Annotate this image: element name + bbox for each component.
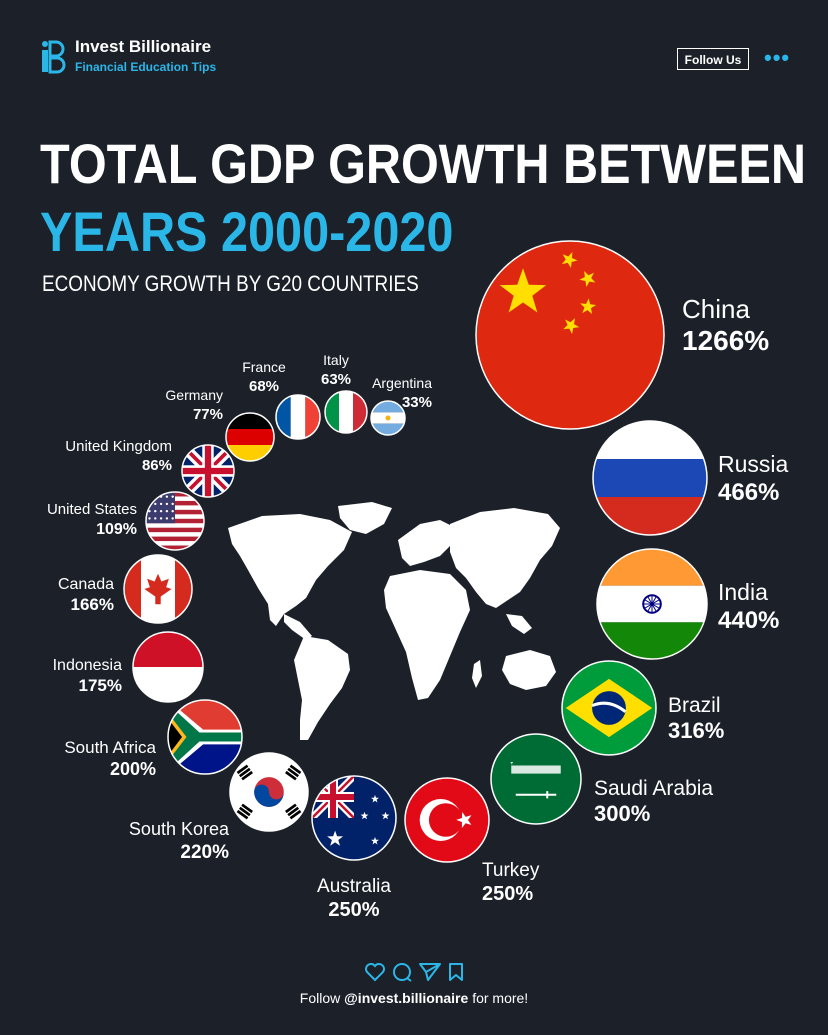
bubble-outline-india	[596, 548, 708, 660]
bubble-outline-argentina	[370, 400, 406, 436]
bubble-outline-italy	[324, 390, 368, 434]
title-line-1: TOTAL GDP GROWTH BETWEEN	[40, 132, 807, 195]
footer-follow-suffix: for more!	[472, 990, 529, 1006]
country-label-germany: Germany	[165, 387, 223, 403]
bubble-outline-russia	[592, 420, 708, 536]
country-label-saudi-arabia: Saudi Arabia	[594, 777, 713, 800]
social-icons	[365, 963, 463, 982]
bubble-outline-south-africa	[167, 699, 243, 775]
comment-icon[interactable]	[393, 963, 412, 982]
country-label-south-korea: South Korea	[129, 819, 230, 839]
bubble-outline-saudi-arabia	[490, 733, 582, 825]
bubble-brazil	[562, 661, 656, 755]
country-label-italy: Italy	[323, 352, 349, 368]
brand-name: Invest Billionaire	[75, 37, 212, 56]
bubble-outline-germany	[225, 412, 275, 462]
more-dots-icon[interactable]: •••	[764, 45, 791, 70]
value-label-canada: 166%	[71, 595, 114, 614]
value-label-india: 440%	[718, 607, 779, 634]
country-label-france: France	[242, 359, 286, 375]
bubble-outline-united-kingdom	[181, 444, 235, 498]
value-label-italy: 63%	[321, 371, 351, 388]
value-label-russia: 466%	[718, 479, 779, 506]
bubble-outline-united-states	[145, 491, 205, 551]
bubble-south-korea	[230, 753, 308, 831]
bubble-china	[476, 241, 664, 429]
value-label-saudi-arabia: 300%	[594, 801, 650, 826]
bubble-outline-brazil	[561, 660, 657, 756]
country-label-canada: Canada	[58, 576, 114, 593]
value-label-south-africa: 200%	[110, 759, 156, 779]
footer-follow-prefix: Follow	[299, 990, 341, 1006]
bubble-outline-turkey	[404, 777, 490, 863]
bubble-outline-france	[275, 394, 321, 440]
country-label-united-kingdom: United Kingdom	[65, 438, 172, 455]
footer-handle-link[interactable]: @invest.billionaire	[344, 990, 469, 1006]
value-label-united-states: 109%	[96, 521, 137, 538]
value-label-germany: 77%	[193, 406, 223, 423]
brand-tagline: Financial Education Tips	[75, 60, 217, 74]
value-label-china: 1266%	[682, 325, 769, 356]
country-label-china: China	[682, 294, 750, 324]
value-label-brazil: 316%	[668, 718, 724, 743]
value-label-indonesia: 175%	[79, 676, 122, 695]
share-icon[interactable]	[419, 963, 441, 981]
brand-logo-icon	[42, 40, 66, 74]
bubble-united-kingdom	[182, 445, 234, 497]
country-label-united-states: United States	[47, 501, 137, 518]
world-map-illustration	[228, 502, 560, 740]
value-label-france: 68%	[249, 378, 279, 395]
country-label-brazil: Brazil	[668, 694, 721, 717]
bubble-saudi-arabia	[491, 734, 581, 824]
value-label-australia: 250%	[328, 899, 379, 921]
country-label-russia: Russia	[718, 451, 789, 477]
footer-follow-line: Follow @invest.billionaire for more!	[0, 990, 828, 1006]
heart-icon[interactable]	[365, 963, 385, 982]
bubble-canada	[124, 555, 192, 623]
bubble-argentina	[371, 401, 405, 435]
bubble-outline-australia	[311, 775, 397, 861]
title-line-2: YEARS 2000-2020	[40, 200, 454, 263]
country-label-india: India	[718, 579, 768, 605]
value-label-argentina: 33%	[402, 394, 432, 411]
bubble-outline-indonesia	[132, 631, 204, 703]
bookmark-icon[interactable]	[449, 963, 463, 981]
value-label-turkey: 250%	[482, 883, 533, 905]
follow-us-button[interactable]: Follow Us	[677, 48, 749, 70]
country-label-turkey: Turkey	[482, 860, 540, 881]
country-label-australia: Australia	[317, 876, 391, 897]
value-label-united-kingdom: 86%	[142, 457, 172, 474]
value-label-south-korea: 220%	[180, 842, 229, 863]
bubble-turkey	[405, 778, 489, 862]
country-label-argentina: Argentina	[372, 375, 432, 391]
country-label-indonesia: Indonesia	[53, 657, 122, 674]
bubble-outline-china	[475, 240, 665, 430]
country-label-south-africa: South Africa	[64, 738, 156, 757]
chart-subtitle: ECONOMY GROWTH BY G20 COUNTRIES	[42, 271, 419, 296]
bubble-outline-canada	[123, 554, 193, 624]
bubble-outline-south-korea	[229, 752, 309, 832]
